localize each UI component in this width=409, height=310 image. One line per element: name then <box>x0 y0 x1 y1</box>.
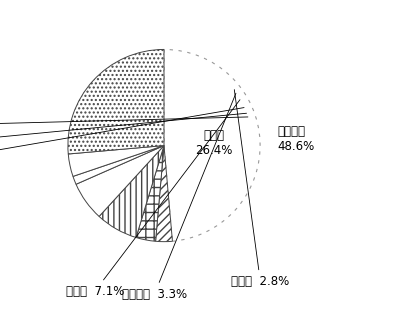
Text: 無回答
26.4%: 無回答 26.4% <box>195 129 232 157</box>
Wedge shape <box>68 49 164 154</box>
Text: 今のまま
48.6%: 今のまま 48.6% <box>277 125 314 153</box>
Wedge shape <box>76 146 164 216</box>
Text: その他  3.8%: その他 3.8% <box>0 117 247 131</box>
Wedge shape <box>99 146 164 237</box>
Wedge shape <box>164 50 259 241</box>
Text: 臨時等  7.1%: 臨時等 7.1% <box>65 100 239 298</box>
Text: 自宅で仕事  6.6%: 自宅で仕事 6.6% <box>0 108 243 164</box>
Wedge shape <box>68 146 164 176</box>
Text: 授産施設  1.4%: 授産施設 1.4% <box>0 113 246 147</box>
Wedge shape <box>155 146 172 242</box>
Wedge shape <box>73 146 164 184</box>
Text: 自営業  2.8%: 自営業 2.8% <box>231 90 289 288</box>
Text: 正規職員  3.3%: 正規職員 3.3% <box>121 93 235 301</box>
Wedge shape <box>136 146 164 241</box>
